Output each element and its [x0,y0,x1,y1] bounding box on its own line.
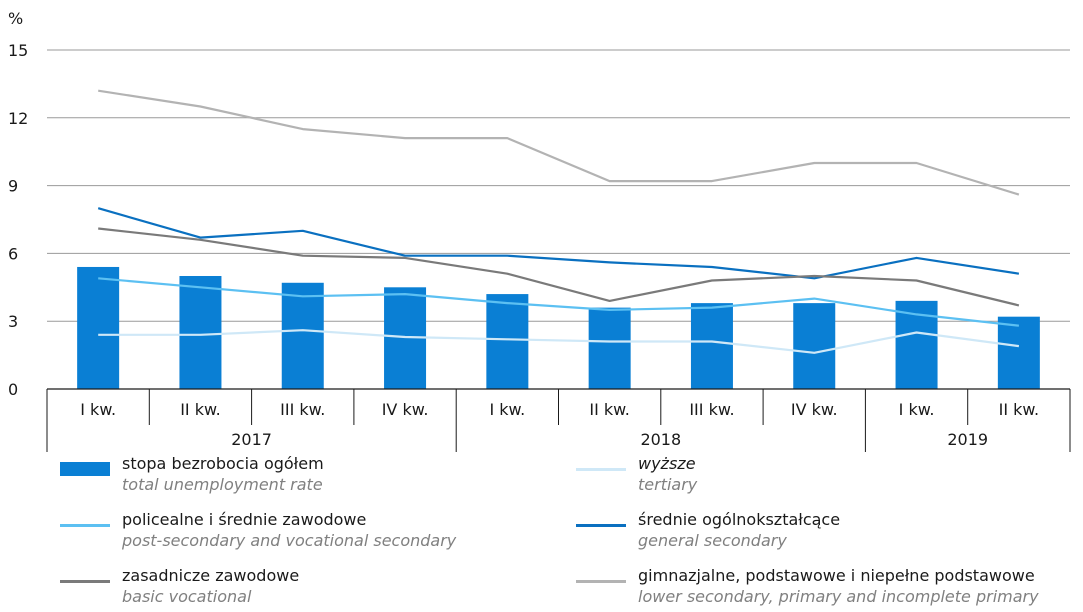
legend-swatch-bar [60,462,110,476]
legend-label-vocational-secondary: policealne i średnie zawodowe [122,510,367,529]
legend-label-primary: gimnazjalne, podstawowe i niepełne podst… [638,566,1035,585]
bar [281,282,324,389]
y-tick-label: 12 [8,109,28,128]
y-tick-label: 0 [8,380,18,399]
legend-label-total: stopa bezrobocia ogółem [122,454,324,473]
x-tick-label: IV kw. [791,400,838,419]
series-line [97,207,1020,280]
bar [690,303,733,389]
legend-label-tertiary-en: tertiary [638,475,698,494]
legend-label-basic-vocational-en: basic vocational [122,587,252,606]
y-axis-ticks: 0 3 6 9 12 15 [8,41,28,399]
bar [588,307,631,389]
legend-swatch-vocational-secondary [60,524,110,527]
x-axis: I kw. II kw. III kw. IV kw. I kw. II kw. III k… [46,388,1071,452]
legend-label-basic-vocational: zasadnicze zawodowe [122,566,300,585]
legend-label-general-secondary: średnie ogólnokształcące [638,510,841,529]
bar [179,276,222,389]
x-tick-label: IV kw. [382,400,429,419]
legend-swatch-primary [576,580,626,583]
legend-label-general-secondary-en: general secondary [638,531,787,550]
bar [486,294,529,389]
x-tick-label: III kw. [689,400,734,419]
x-tick-label: II kw. [180,400,221,419]
year-label: 2019 [947,430,988,449]
bar [997,316,1040,389]
legend-label-primary-en: lower secondary, primary and incomplete … [638,587,1039,606]
legend: stopa bezrobocia ogółem total unemployme… [0,452,1083,612]
legend-label-tertiary: wyższe [638,454,696,473]
series-line [98,277,1020,327]
y-axis-unit-label: % [8,9,23,28]
x-tick-label: I kw. [80,400,116,419]
x-tick-label: II kw. [999,400,1040,419]
x-tick-label: II kw. [589,400,630,419]
series-line [98,227,1020,307]
bar-series [77,266,1040,389]
legend-swatch-tertiary [576,468,626,471]
year-label: 2018 [640,430,681,449]
y-tick-label: 3 [8,312,18,331]
bar [793,303,836,389]
series-line [98,329,1020,354]
line-series [97,89,1020,354]
legend-label-total-en: total unemployment rate [122,475,323,494]
year-label: 2017 [231,430,272,449]
x-tick-label: I kw. [489,400,525,419]
y-tick-label: 9 [8,177,18,196]
x-tick-label: III kw. [280,400,325,419]
y-tick-label: 15 [8,41,28,60]
bar [77,266,120,389]
y-tick-label: 6 [8,244,18,263]
legend-swatch-general-secondary [576,524,626,527]
legend-label-vocational-secondary-en: post-secondary and vocational secondary [122,531,457,550]
legend-swatch-basic-vocational [60,580,110,583]
x-tick-label: I kw. [899,400,935,419]
series-line [98,89,1020,196]
